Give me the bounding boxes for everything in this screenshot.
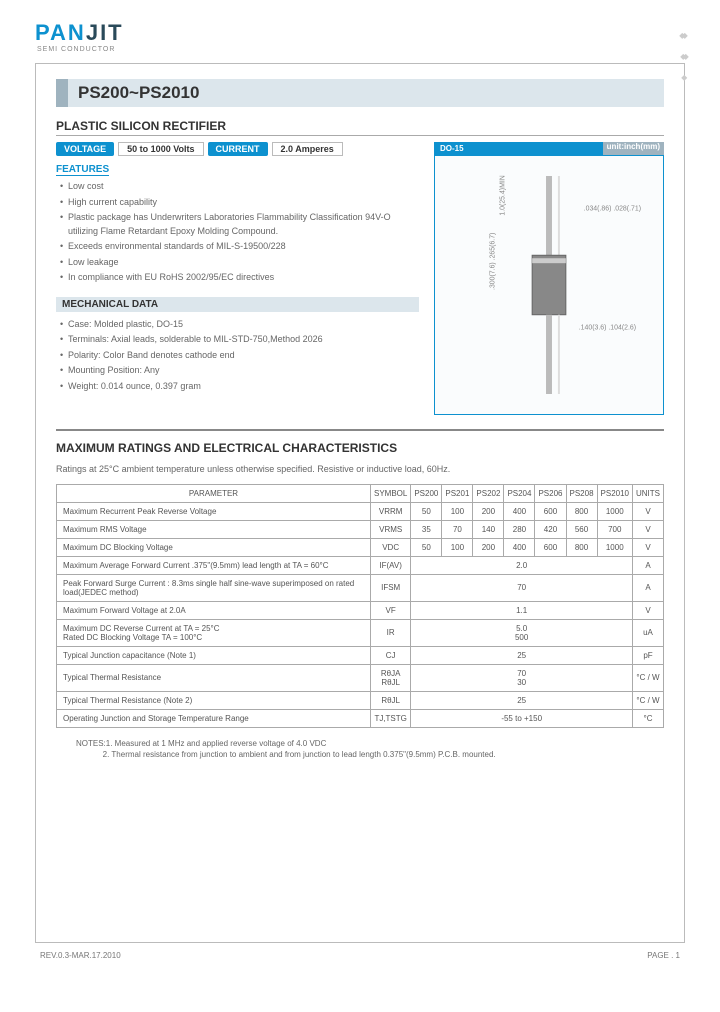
- table-row: Maximum DC Blocking VoltageVDC5010020040…: [57, 538, 664, 556]
- spec-row: VOLTAGE 50 to 1000 Volts CURRENT 2.0 Amp…: [56, 142, 419, 156]
- list-item: In compliance with EU RoHS 2002/95/EC di…: [60, 271, 419, 285]
- table-row: Maximum Average Forward Current .375"(9.…: [57, 556, 664, 574]
- table-row: Peak Forward Surge Current : 8.3ms singl…: [57, 574, 664, 601]
- svg-text:1.0(25.4)MIN: 1.0(25.4)MIN: [499, 175, 506, 215]
- table-row: Typical Thermal Resistance (Note 2)RθJL2…: [57, 691, 664, 709]
- revision: REV.0.3-MAR.17.2010: [40, 951, 121, 960]
- package-header: DO-15 unit:inch(mm): [434, 142, 664, 155]
- table-row: Typical Junction capacitance (Note 1)CJ2…: [57, 646, 664, 664]
- product-title: PS200~PS2010: [56, 79, 664, 107]
- logo: PANJIT SEMI CONDUCTOR: [35, 20, 685, 53]
- table-row: Maximum RMS VoltageVRMS35701402804205607…: [57, 520, 664, 538]
- list-item: Low cost: [60, 180, 419, 194]
- page-number: PAGE . 1: [647, 951, 680, 960]
- table-row: Maximum Forward Voltage at 2.0AVF1.1V: [57, 601, 664, 619]
- product-subtitle: PLASTIC SILICON RECTIFIER: [56, 119, 664, 136]
- svg-text:.140(3.6) .104(2.6): .140(3.6) .104(2.6): [579, 325, 636, 332]
- logo-subtitle: SEMI CONDUCTOR: [37, 46, 685, 53]
- list-item: Weight: 0.014 ounce, 0.397 gram: [60, 380, 419, 394]
- table-row: Operating Junction and Storage Temperatu…: [57, 709, 664, 727]
- package-diagram: 1.0(25.4)MIN .034(.86) .028(.71) .300(7.…: [434, 155, 664, 415]
- ratings-table: PARAMETERSYMBOLPS200PS201PS202PS204PS206…: [56, 484, 664, 728]
- table-row: Typical Thermal ResistanceRθJA RθJL70 30…: [57, 664, 664, 691]
- svg-text:.034(.86) .028(.71): .034(.86) .028(.71): [584, 206, 641, 213]
- ratings-header: MAXIMUM RATINGS AND ELECTRICAL CHARACTER…: [56, 441, 664, 457]
- ratings-note: Ratings at 25°C ambient temperature unle…: [56, 463, 664, 476]
- mechanical-header: MECHANICAL DATA: [56, 297, 419, 312]
- voltage-label: VOLTAGE: [56, 142, 114, 156]
- mechanical-list: Case: Molded plastic, DO-15Terminals: Ax…: [56, 318, 419, 394]
- features-list: Low cost High current capabilityPlastic p…: [56, 180, 419, 285]
- voltage-value: 50 to 1000 Volts: [118, 142, 203, 156]
- table-notes: NOTES:1. Measured at 1 MHz and applied r…: [56, 738, 664, 760]
- list-item: Plastic package has Underwriters Laborat…: [60, 211, 419, 238]
- table-row: Maximum DC Reverse Current at TA = 25°C …: [57, 619, 664, 646]
- list-item: Low leakage: [60, 256, 419, 270]
- table-row: Maximum Recurrent Peak Reverse VoltageVR…: [57, 502, 664, 520]
- svg-text:.300(7.6) .265(6.7): .300(7.6) .265(6.7): [489, 233, 496, 290]
- current-value: 2.0 Amperes: [272, 142, 343, 156]
- list-item: Terminals: Axial leads, solderable to MI…: [60, 333, 419, 347]
- list-item: Case: Molded plastic, DO-15: [60, 318, 419, 332]
- page-footer: REV.0.3-MAR.17.2010 PAGE . 1: [35, 951, 685, 960]
- current-label: CURRENT: [208, 142, 268, 156]
- features-header: FEATURES: [56, 164, 109, 176]
- package-name: DO-15: [440, 144, 464, 153]
- logo-part1: PAN: [35, 20, 86, 45]
- logo-part2: JIT: [86, 20, 124, 45]
- list-item: Mounting Position: Any: [60, 364, 419, 378]
- decorative-dots: ⬩⬩ ⬩⬩ ⬩: [679, 25, 685, 88]
- list-item: Polarity: Color Band denotes cathode end: [60, 349, 419, 363]
- list-item: High current capability: [60, 196, 419, 210]
- package-unit: unit:inch(mm): [603, 142, 664, 155]
- list-item: Exceeds environmental standards of MIL-S…: [60, 240, 419, 254]
